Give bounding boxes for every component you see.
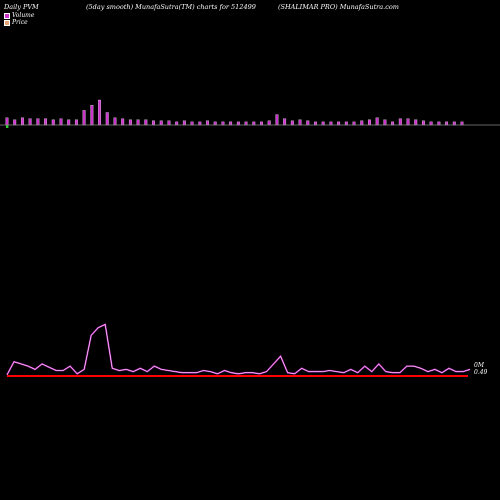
legend-volume: Volume [4,12,34,19]
volume-bar [275,114,279,126]
volume-bar [36,118,40,126]
volume-bar [460,121,464,126]
chart-header-left: Daily PVM [4,3,39,11]
volume-bar [13,119,17,126]
volume-bar [398,118,402,126]
volume-bar [267,120,271,126]
chart-header-title: (5day smooth) MunafaSutra(TM) charts for… [86,3,256,11]
volume-bar [429,121,433,126]
volume-bar [136,119,140,126]
price-line [6,323,471,376]
volume-bar [144,119,148,126]
volume-bar [375,117,379,126]
volume-bar [229,121,233,126]
volume-bar [391,121,395,126]
y-label-price: 0.49 [474,369,488,376]
volume-bar [337,121,341,126]
volume-bar [182,120,186,126]
volume-bar [406,118,410,126]
price-line-highlight [6,324,471,376]
volume-bars [5,99,464,128]
volume-bar [298,119,302,126]
volume-bar [167,120,171,126]
volume-bar [67,119,71,126]
volume-bar [175,121,179,126]
volume-bar [329,121,333,126]
volume-bar [283,118,287,126]
volume-bar [445,121,449,126]
volume-bar [421,120,425,126]
volume-bar [90,105,94,126]
volume-bar [121,118,125,126]
volume-bar [98,99,101,126]
volume-bar [198,121,202,126]
volume-bar [360,120,364,126]
volume-bar [437,121,441,126]
volume-bar [159,120,163,126]
volume-bar [213,121,217,126]
volume-bar [352,121,356,126]
volume-bar [113,117,117,126]
volume-bar [74,119,78,126]
volume-bar [414,119,418,126]
volume-bar [344,121,348,126]
legend-price: Price [4,19,28,26]
volume-bar [206,120,209,126]
y-label-volume: 0M [474,362,484,369]
volume-bar [105,112,109,126]
volume-bar [152,120,155,126]
volume-bar [59,118,63,126]
volume-bar [314,121,317,126]
volume-bar [236,121,240,126]
volume-bar [306,120,310,126]
legend-volume-swatch [4,12,10,19]
volume-bar [383,119,387,126]
legend-price-swatch [4,19,10,26]
volume-bar [128,119,132,126]
legend-volume-label: Volume [12,12,35,19]
volume-bar [82,110,86,126]
volume-bar [28,118,32,126]
volume-bar [260,121,263,126]
volume-bar [51,119,55,126]
volume-bar [321,121,325,126]
volume-bar [44,118,48,126]
volume-marker [6,125,9,128]
volume-bar [290,120,294,126]
volume-bar [452,121,456,126]
volume-bar [252,121,256,126]
legend-price-label: Price [12,19,28,26]
chart-header-right: (SHALIMAR PRO) MunafaSutra.com [278,3,399,11]
volume-bar [221,121,225,126]
volume-bar [190,121,194,126]
volume-bar [244,121,248,126]
volume-bar [20,117,24,126]
volume-bar [5,117,9,126]
volume-bar [368,119,371,126]
